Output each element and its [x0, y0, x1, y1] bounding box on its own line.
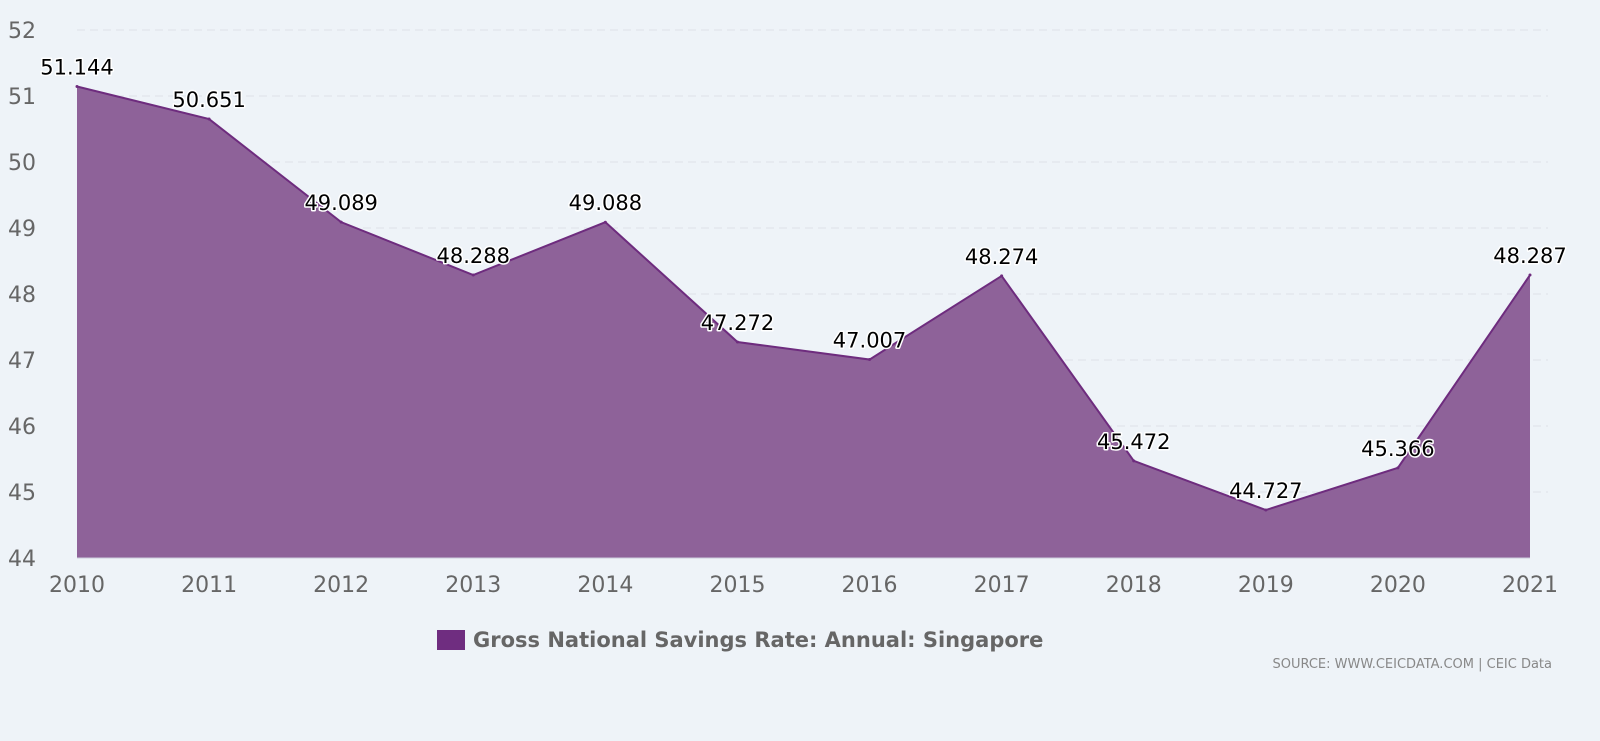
data-label: 44.727	[1229, 479, 1302, 503]
legend-label: Gross National Savings Rate: Annual: Sin…	[473, 628, 1044, 652]
y-tick-label: 48	[8, 283, 36, 308]
y-tick-label: 46	[8, 415, 36, 440]
data-point	[1396, 466, 1400, 470]
data-point	[735, 340, 739, 344]
x-tick-label: 2014	[577, 573, 633, 598]
y-tick-label: 52	[8, 19, 36, 44]
data-point	[339, 220, 343, 224]
x-tick-label: 2020	[1370, 573, 1426, 598]
x-tick-label: 2010	[49, 573, 105, 598]
data-point	[207, 117, 211, 121]
x-tick-label: 2011	[181, 573, 237, 598]
data-point	[603, 220, 607, 224]
data-point	[471, 273, 475, 277]
data-label: 51.144	[40, 55, 113, 79]
data-point	[75, 84, 79, 88]
data-label: 49.089	[304, 191, 377, 215]
y-tick-label: 45	[8, 481, 36, 506]
x-tick-label: 2016	[842, 573, 898, 598]
source-credit: SOURCE: WWW.CEICDATA.COM | CEIC Data	[1272, 657, 1552, 672]
data-label: 47.272	[701, 311, 774, 335]
x-tick-label: 2021	[1502, 573, 1558, 598]
data-point	[1528, 273, 1532, 277]
data-label: 45.472	[1097, 430, 1170, 454]
data-label: 50.651	[172, 88, 245, 112]
legend-item[interactable]: Gross National Savings Rate: Annual: Sin…	[437, 628, 1043, 652]
series-line	[76, 85, 1531, 512]
y-tick-label: 47	[8, 349, 36, 374]
data-label: 48.287	[1493, 244, 1566, 268]
data-point	[1000, 274, 1004, 278]
x-tick-label: 2018	[1106, 573, 1162, 598]
data-point	[1132, 459, 1136, 463]
area-fill	[77, 86, 1530, 558]
y-tick-label: 49	[8, 217, 36, 242]
y-tick-label: 50	[8, 151, 36, 176]
x-tick-label: 2013	[445, 573, 501, 598]
data-label: 48.288	[437, 244, 510, 268]
data-label: 49.088	[569, 191, 642, 215]
y-tick-label: 51	[8, 85, 36, 110]
x-tick-label: 2012	[313, 573, 369, 598]
data-label: 47.007	[833, 329, 906, 353]
data-label: 45.366	[1361, 437, 1434, 461]
data-point	[868, 358, 872, 362]
x-tick-label: 2015	[709, 573, 765, 598]
data-point	[1264, 508, 1268, 512]
x-tick-label: 2017	[974, 573, 1030, 598]
data-label: 48.274	[965, 245, 1038, 269]
y-tick-label: 44	[8, 547, 36, 572]
x-tick-label: 2019	[1238, 573, 1294, 598]
legend-swatch	[437, 630, 465, 650]
